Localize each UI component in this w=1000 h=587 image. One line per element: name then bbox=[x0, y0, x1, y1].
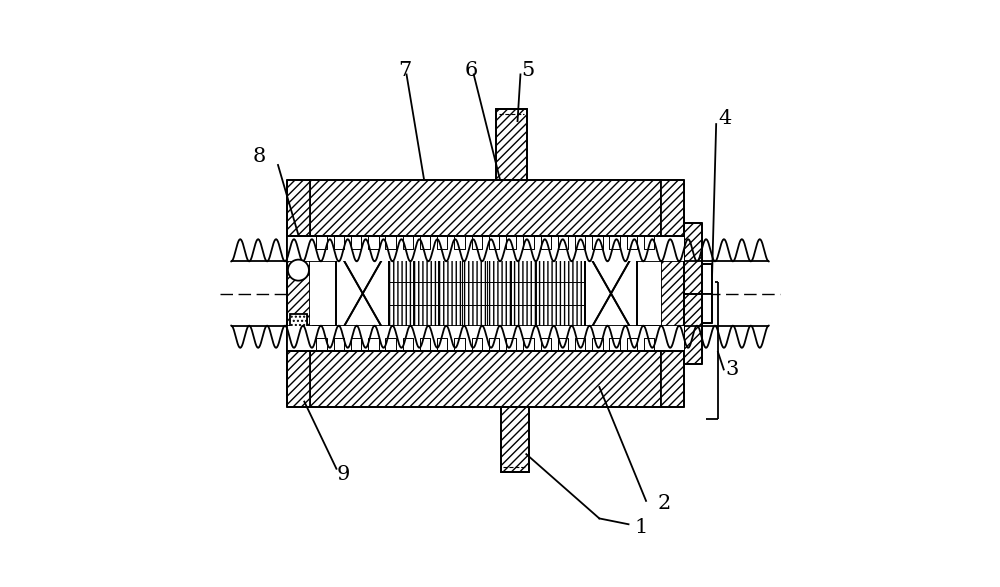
Bar bbox=[702, 264, 712, 294]
Bar bbox=[336, 255, 389, 348]
Text: 1: 1 bbox=[634, 518, 648, 537]
Text: 4: 4 bbox=[718, 109, 731, 128]
Bar bbox=[702, 294, 712, 323]
Bar bbox=[310, 180, 661, 236]
Bar bbox=[585, 255, 637, 348]
Bar bbox=[313, 238, 658, 260]
Bar bbox=[290, 314, 307, 332]
Bar bbox=[661, 180, 684, 407]
Bar bbox=[310, 236, 661, 351]
Text: 2: 2 bbox=[658, 494, 671, 513]
Text: 7: 7 bbox=[398, 61, 411, 80]
Bar bbox=[287, 326, 684, 350]
Bar bbox=[684, 224, 702, 294]
Bar bbox=[310, 351, 661, 407]
Bar bbox=[684, 294, 702, 363]
Text: 9: 9 bbox=[336, 465, 350, 484]
Text: 3: 3 bbox=[725, 360, 738, 379]
Bar bbox=[496, 109, 527, 180]
Bar bbox=[501, 407, 529, 472]
Bar bbox=[310, 326, 661, 348]
Text: 5: 5 bbox=[522, 61, 535, 80]
Text: 6: 6 bbox=[465, 61, 478, 80]
Circle shape bbox=[288, 259, 309, 281]
Bar bbox=[287, 237, 684, 261]
Bar bbox=[287, 180, 310, 407]
Bar bbox=[313, 326, 658, 348]
Bar bbox=[389, 241, 585, 346]
Bar bbox=[310, 239, 661, 261]
Text: 8: 8 bbox=[253, 147, 266, 166]
